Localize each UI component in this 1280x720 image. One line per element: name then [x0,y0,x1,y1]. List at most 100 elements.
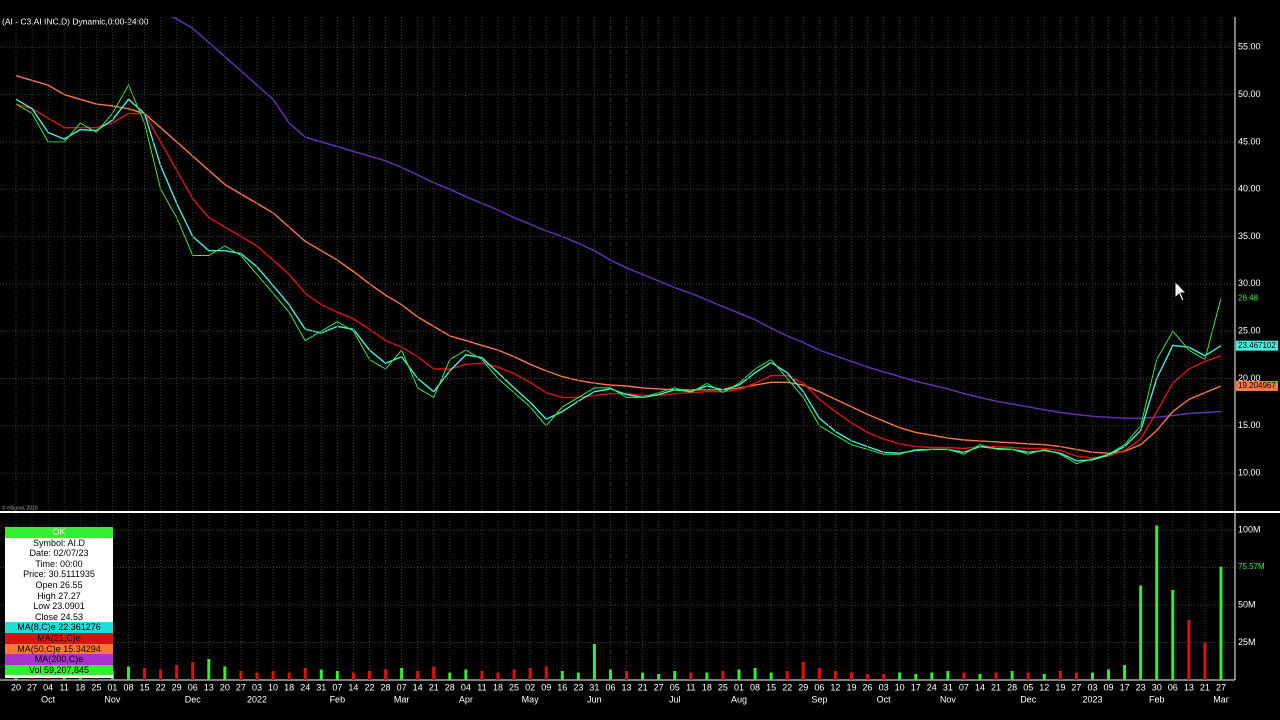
x-tick-label: 22 [782,682,792,692]
volume-bar [448,672,452,680]
month-label: Nov [940,694,957,704]
x-tick-label: 24 [300,682,310,692]
volume-bar [737,669,741,680]
volume-bar [1139,585,1143,680]
month-label: Feb [330,694,346,704]
volume-bar [287,672,291,680]
x-tick-label: 06 [814,682,824,692]
volume-bar [159,669,163,680]
x-tick-label: 03 [879,682,889,692]
last-value-label: 28.48 [1238,293,1259,302]
volume-bar [1155,525,1159,680]
last-value-label: 23.467102 [1238,341,1276,350]
volume-bar [946,671,950,680]
x-tick-label: 27 [27,682,37,692]
month-label: Mar [1213,694,1229,704]
y-tick-label: 15.00 [1238,420,1261,430]
x-tick-label: 15 [140,682,150,692]
volume-bar [1219,566,1223,680]
y-tick-label: 10.00 [1238,467,1261,477]
volume-bar [416,671,420,680]
x-tick-label: 18 [75,682,85,692]
volume-bar [1187,620,1191,680]
y-tick-label: 100M [1238,524,1261,534]
volume-bar [528,668,532,680]
volume-bar [1107,669,1111,680]
x-tick-label: 03 [1087,682,1097,692]
month-label: Apr [459,694,473,704]
volume-bar [191,662,195,680]
volume-bar [1010,671,1014,680]
month-label: May [522,694,540,704]
month-label: Oct [41,694,56,704]
volume-bar [496,672,500,680]
x-tick-label: 06 [188,682,198,692]
line-series [15,98,1222,462]
x-tick-label: 01 [107,682,117,692]
x-tick-label: 22 [364,682,374,692]
info-line: High 27.27 [37,590,81,601]
x-tick-label: 11 [477,682,486,692]
last-value-label: 75.57M [1238,562,1265,571]
volume-bar [351,672,355,680]
x-tick-label: 27 [1216,682,1226,692]
y-tick-label: 25M [1238,637,1256,647]
volume-bar [335,671,339,680]
volume-bar [769,672,773,680]
x-tick-label: 26 [863,682,873,692]
volume-bar [962,672,966,680]
volume-bar [255,672,259,680]
y-tick-label: 35.00 [1238,231,1261,241]
line-series [15,103,1222,459]
x-tick-label: 25 [718,682,728,692]
x-tick-label: 13 [204,682,214,692]
volume-bar [1090,672,1094,680]
volume-bar [641,672,645,680]
month-label: Dec [185,694,202,704]
volume-bar [303,668,307,680]
month-label: Dec [1020,694,1037,704]
volume-bar [126,666,130,680]
x-tick-label: 02 [525,682,535,692]
x-tick-label: 09 [541,682,551,692]
x-tick-label: 27 [1071,682,1081,692]
volume-bar [1203,642,1207,680]
x-tick-label: 28 [445,682,455,692]
info-box: OK Symbol: AI.D Date: 02/07/23 Time: 00:00 P… [5,527,113,678]
volume-bar [625,671,629,680]
volume-bar [753,668,757,680]
volume-bar [1042,674,1046,680]
volume-bar [817,668,821,680]
last-value-tag [1236,380,1278,391]
volume-bar [143,668,147,680]
volume-bar [592,644,596,680]
x-tick-label: 18 [493,682,503,692]
x-tick-label: 14 [348,682,358,692]
volume-bar [785,671,789,680]
volume-bar [994,672,998,680]
month-label: Oct [877,694,892,704]
x-tick-label: 28 [1007,682,1017,692]
x-tick-label: 17 [1120,682,1130,692]
x-tick-label: 05 [670,682,680,692]
x-tick-label: 09 [1104,682,1114,692]
line-series [15,75,1222,454]
month-label: 2022 [247,694,267,704]
x-tick-label: 28 [381,682,391,692]
volume-bar [801,662,805,680]
x-tick-label: 12 [1039,682,1049,692]
x-tick-label: 31 [589,682,599,692]
volume-bar [608,669,612,680]
volume-bar [898,672,902,680]
last-value-tag [1236,561,1278,572]
x-tick-label: 07 [332,682,342,692]
y-tick-label: 45.00 [1238,136,1261,146]
volume-bar [175,665,179,680]
volume-bar [400,668,404,680]
x-tick-label: 08 [750,682,760,692]
line-series [171,17,1222,419]
volume-bar [849,672,853,680]
x-tick-label: 23 [573,682,583,692]
volume-bar [673,671,677,680]
